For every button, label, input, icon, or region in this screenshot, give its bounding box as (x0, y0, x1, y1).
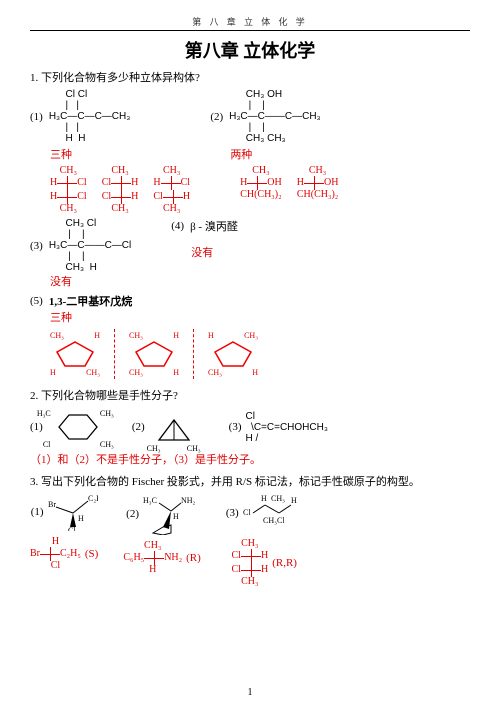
q1-4-answer: 没有 (191, 244, 213, 260)
q1-5-dia-2: CH₃H CH₃H (129, 331, 179, 377)
q2-3-structure: Cl \C=C=CHOHCH₃ H / (245, 411, 327, 444)
q3-item-1: (1) C₂H₅ Br Cl H H BrC₂H₅ Cl (S) (30, 493, 98, 571)
q1-item-3: (3) CH₃ Cl | | H₃C—C——C—Cl | | CH₃ H 没有 (30, 218, 131, 289)
page-number: 1 (0, 687, 500, 698)
q1-5-dia-3: HCH₃ CH₃H (208, 331, 258, 377)
q1-5-dia-1: CH₃H HCH₃ (50, 331, 100, 377)
q1-4-name: β - 溴丙醛 (190, 218, 238, 234)
q1-fischer-2b: CH₃ HOH CH(CH₃)₂ (297, 166, 339, 200)
q3-3-fischer: CH₃ ClH ClH CH₃ (232, 539, 269, 587)
separator (193, 329, 194, 379)
header-rule (30, 30, 470, 31)
svg-text:Cl: Cl (243, 508, 251, 517)
q3-text: 3. 写出下列化合物的 Fischer 投影式，并用 R/S 标记法，标记手性碳… (30, 473, 470, 489)
page-header: 第 八 章 立 体 化 学 (30, 15, 470, 28)
q2-item-3: (3) Cl \C=C=CHOHCH₃ H / (229, 411, 328, 444)
svg-text:C₂H₅: C₂H₅ (88, 494, 98, 503)
q3-items: (1) C₂H₅ Br Cl H H BrC₂H₅ Cl (S) (2) H₃C… (30, 493, 470, 587)
q1-item-2: (2) CH₃ OH | | H₃C—C——C—CH₃ | | CH₃ CH₃ … (210, 89, 320, 162)
q1-fischer-1b: CH₃ ClH ClH CH₃ (102, 166, 139, 214)
q3-1-wedge: C₂H₅ Br Cl H (48, 493, 98, 531)
q3-item-2: (2) H₃C NH₂ H CH₃ C₆H₅NH₂ H (R) (123, 493, 200, 575)
q1-fischer-row: CH₃ HCl HCl CH₃ CH₃ ClH ClH CH₃ CH₃ HCl … (50, 166, 470, 214)
q1-2-structure: CH₃ OH | | H₃C—C——C—CH₃ | | CH₃ CH₃ (229, 89, 320, 144)
q2-item-2: (2) CH₃ CH₃ (132, 410, 199, 445)
q3-2-fischer: CH₃ C₆H₅NH₂ H (123, 541, 182, 575)
chapter-title: 第八章 立体化学 (30, 37, 470, 63)
q1-item-4: (4) β - 溴丙醛 没有 (171, 218, 238, 260)
q1-row-5: (5) 1,3-二甲基环戊烷 三种 (30, 293, 470, 325)
q1-1-label: (1) (30, 111, 43, 123)
q1-1-structure: Cl Cl | | H₃C—C—C—CH₃ | | H H (49, 89, 130, 144)
q1-5-label: (5) (30, 295, 43, 307)
q3-3-wedge: Cl H CH₃ H ClCH₃ (243, 493, 303, 533)
svg-text:H: H (78, 514, 84, 523)
q2-text: 2. 下列化合物哪些是手性分子? (30, 387, 470, 403)
q1-text: 1. 下列化合物有多少种立体异构体? (30, 69, 470, 85)
q1-4-label: (4) (171, 220, 184, 232)
q1-3-answer: 没有 (50, 273, 72, 289)
q1-2-label: (2) (210, 111, 223, 123)
q2-items: (1) H₃C Cl CH₃ CH₃ (2) CH₃ CH₃ (3) Cl \C… (30, 407, 470, 447)
q1-5-diagrams: CH₃H HCH₃ CH₃H CH₃H HCH₃ CH₃H (50, 329, 470, 379)
svg-text:Br: Br (48, 500, 56, 509)
svg-text:CH₃: CH₃ (263, 516, 277, 525)
svg-text:Cl: Cl (68, 526, 76, 531)
svg-text:H: H (173, 512, 179, 521)
q1-item-1: (1) Cl Cl | | H₃C—C—C—CH₃ | | H H 三种 (30, 89, 130, 162)
q2-answer: （1）和（2）不是手性分子，（3）是手性分子。 (30, 451, 470, 467)
svg-text:Cl: Cl (277, 516, 285, 525)
q3-2-wedge: H₃C NH₂ H (143, 493, 198, 535)
svg-text:H₃C: H₃C (143, 496, 157, 505)
separator (114, 329, 115, 379)
q1-5-answer: 三种 (50, 309, 72, 325)
svg-text:H: H (291, 496, 297, 505)
q1-2-answer: 两种 (230, 146, 252, 162)
q1-fischer-1a: CH₃ HCl HCl CH₃ (50, 166, 87, 214)
q1-3-label: (3) (30, 240, 43, 252)
q1-row-1-2: (1) Cl Cl | | H₃C—C—C—CH₃ | | H H 三种 (2)… (30, 89, 470, 162)
q3-1-fischer: H BrC₂H₅ Cl (30, 537, 81, 571)
q1-item-5: (5) 1,3-二甲基环戊烷 三种 (30, 293, 132, 325)
svg-text:CH₃: CH₃ (271, 494, 285, 503)
q1-fischer-1c: CH₃ HCl ClH CH₃ (153, 166, 190, 214)
q1-5-name: 1,3-二甲基环戊烷 (49, 293, 132, 309)
q1-row-3-4: (3) CH₃ Cl | | H₃C—C——C—Cl | | CH₃ H 没有 … (30, 218, 470, 289)
svg-text:NH₂: NH₂ (181, 496, 196, 505)
q2-item-1: (1) H₃C Cl CH₃ CH₃ (30, 407, 102, 447)
q1-1-answer: 三种 (50, 146, 72, 162)
q1-3-structure: CH₃ Cl | | H₃C—C——C—Cl | | CH₃ H (49, 218, 131, 273)
q3-item-3: (3) Cl H CH₃ H ClCH₃ CH₃ ClH ClH CH₃ (R,… (226, 493, 303, 587)
svg-text:H: H (261, 494, 267, 503)
q1-fischer-2a: CH₃ HOH CH(CH₃)₂ (240, 166, 282, 200)
